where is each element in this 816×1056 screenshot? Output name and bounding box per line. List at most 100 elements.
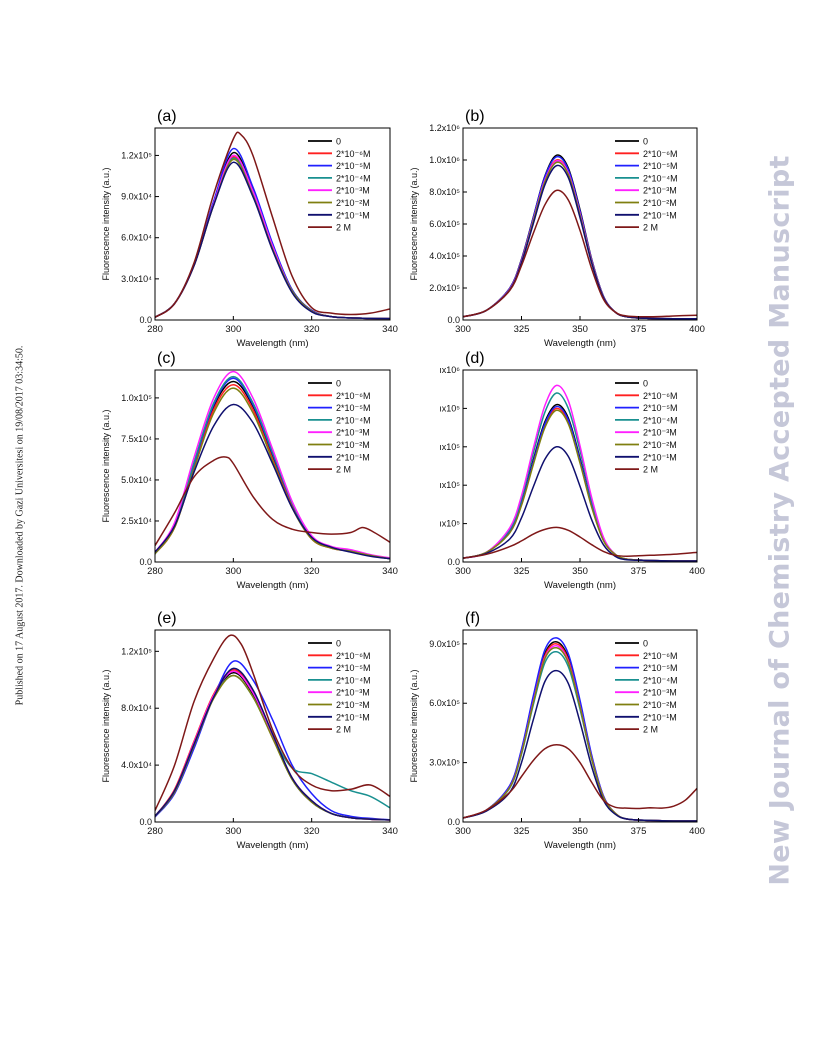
series-line-2-10-1M bbox=[463, 669, 697, 822]
series-line-2-10-3M bbox=[155, 370, 390, 559]
legend: 0 2*10⁻⁶M 2*10⁻⁵M 2*10⁻⁴M 2*10⁻³M 2*10⁻²M 2*10… bbox=[308, 639, 371, 735]
legend: 0 2*10⁻⁶M 2*10⁻⁵M 2*10⁻⁴M 2*10⁻³M 2*10⁻²M 2*10… bbox=[308, 137, 371, 233]
legend-entry: 0 bbox=[643, 639, 648, 649]
legend-entry: 2*10⁻⁵M bbox=[336, 663, 371, 673]
legend-entry: 2*10⁻⁴M bbox=[336, 675, 371, 685]
legend-entry: 2*10⁻³M bbox=[643, 688, 677, 698]
legend-entry: 0 bbox=[336, 137, 341, 147]
x-tick-label: 280 bbox=[147, 826, 163, 837]
x-tick-label: 340 bbox=[382, 324, 398, 335]
legend-entry: 2*10⁻⁵M bbox=[643, 663, 678, 673]
plot-frame bbox=[154, 629, 391, 823]
legend-entry: 2*10⁻³M bbox=[643, 428, 677, 438]
y-axis-label: Fluorescence intensity (a.u.) bbox=[101, 409, 111, 522]
x-tick-label: 280 bbox=[147, 324, 163, 335]
legend-entry: 2 M bbox=[336, 725, 351, 735]
series-line-2-10-2M bbox=[463, 646, 697, 822]
legend-entry: 2*10⁻⁴M bbox=[336, 415, 371, 425]
y-tick-label: 2.5x10⁴ bbox=[121, 516, 152, 526]
y-tick-label: 6.0x10⁵ bbox=[429, 219, 460, 229]
panel-label: (a) bbox=[157, 108, 177, 125]
x-tick-label: 325 bbox=[514, 566, 530, 577]
legend-entry: 2 M bbox=[336, 465, 351, 475]
legend-entry: 2*10⁻²M bbox=[643, 440, 677, 450]
panel-label: (b) bbox=[465, 108, 485, 125]
legend-entry: 2*10⁻¹M bbox=[643, 712, 677, 722]
legend-entry: 0 bbox=[643, 379, 648, 389]
legend-entry: 2*10⁻⁴M bbox=[643, 173, 678, 183]
series-line-2-10-1M bbox=[155, 403, 390, 560]
legend-entry: 2*10⁻¹M bbox=[643, 452, 677, 462]
legend-entry: 2*10⁻¹M bbox=[643, 210, 677, 220]
y-tick-label: 3.0x10⁵ bbox=[429, 758, 460, 768]
series-line-2-M bbox=[463, 189, 697, 318]
legend-entry: 2*10⁻⁶M bbox=[643, 149, 677, 159]
series-line-2-10-2M bbox=[155, 387, 390, 560]
panel-label: (f) bbox=[465, 610, 480, 627]
series-line-2-M bbox=[155, 456, 390, 546]
legend-entry: 2*10⁻⁶M bbox=[643, 651, 677, 661]
legend: 0 2*10⁻⁶M 2*10⁻⁵M 2*10⁻⁴M 2*10⁻³M 2*10⁻²M 2*10… bbox=[308, 379, 371, 475]
y-tick-label: 1.2x10⁵ bbox=[121, 646, 152, 656]
x-axis-label: Wavelength (nm) bbox=[237, 840, 309, 851]
y-tick-label: 1.2x10⁵ bbox=[121, 150, 152, 160]
y-tick-label: 8.0x10⁴ bbox=[121, 703, 152, 713]
x-tick-label: 375 bbox=[631, 324, 647, 335]
series-line-2-10-1M bbox=[463, 446, 697, 562]
legend-entry: 2*10⁻⁴M bbox=[643, 675, 678, 685]
legend-entry: 2*10⁻³M bbox=[336, 186, 370, 196]
y-tick-label: 1.2x10⁶ bbox=[429, 123, 460, 133]
x-axis-label: Wavelength (nm) bbox=[544, 840, 616, 851]
series-line-2-10-6M bbox=[463, 159, 697, 320]
chart-panel-a: 280 300 320 340 0.0 3.0x10⁴ 6.0x10⁴ 9.0x10⁴ 1.2x… bbox=[101, 108, 398, 349]
legend: 0 2*10⁻⁶M 2*10⁻⁵M 2*10⁻⁴M 2*10⁻³M 2*10⁻²M 2*10… bbox=[615, 137, 678, 233]
x-tick-label: 320 bbox=[304, 566, 320, 577]
y-tick-label: 0.0 bbox=[447, 315, 460, 325]
x-tick-label: 320 bbox=[304, 826, 320, 837]
y-tick-label: 0.0 bbox=[139, 817, 152, 827]
series-line-2-M bbox=[463, 526, 697, 559]
panel-label: (e) bbox=[157, 610, 177, 627]
y-tick-label: 2.0x10⁵ bbox=[429, 283, 460, 293]
legend-entry: 2*10⁻³M bbox=[336, 428, 370, 438]
series-group bbox=[155, 131, 390, 320]
legend-entry: 0 bbox=[336, 379, 341, 389]
chart-panel-f: 300 325 350 375 400 0.0 3.0x10⁵ 6.0x10⁵ 9.0x10⁵ W… bbox=[409, 610, 705, 851]
y-tick-label: ıx10⁵ bbox=[439, 480, 460, 490]
x-tick-label: 400 bbox=[689, 826, 705, 837]
series-line-2-10-4M bbox=[155, 375, 390, 560]
chart-panel-e: 280 300 320 340 0.0 4.0x10⁴ 8.0x10⁴ 1.2x10⁵ Wave… bbox=[101, 610, 398, 851]
series-line-2-10-1M bbox=[155, 161, 390, 320]
legend-entry: 2*10⁻¹M bbox=[336, 452, 370, 462]
x-tick-label: 300 bbox=[225, 324, 241, 335]
series-line-2-10-1M bbox=[155, 667, 390, 821]
legend: 0 2*10⁻⁶M 2*10⁻⁵M 2*10⁻⁴M 2*10⁻³M 2*10⁻²M 2*10… bbox=[615, 379, 678, 475]
x-tick-label: 400 bbox=[689, 324, 705, 335]
y-tick-label: ıx10⁵ bbox=[439, 442, 460, 452]
y-tick-label: ıx10⁵ bbox=[439, 403, 460, 413]
y-tick-label: 9.0x10⁵ bbox=[429, 639, 460, 649]
series-group bbox=[463, 384, 697, 562]
series-line-2-M bbox=[155, 634, 390, 811]
y-tick-label: 7.5x10⁴ bbox=[121, 434, 152, 444]
y-tick-label: 1.0x10⁵ bbox=[121, 393, 152, 403]
x-tick-label: 320 bbox=[304, 324, 320, 335]
series-group bbox=[155, 370, 390, 560]
series-line-2-M bbox=[155, 131, 390, 318]
panel-label: (d) bbox=[465, 350, 485, 367]
legend-entry: 2*10⁻¹M bbox=[336, 210, 370, 220]
y-tick-label: 9.0x10⁴ bbox=[121, 192, 152, 202]
legend-entry: 2*10⁻¹M bbox=[336, 712, 370, 722]
x-tick-label: 375 bbox=[631, 566, 647, 577]
legend-entry: 2*10⁻⁶M bbox=[336, 651, 370, 661]
legend-entry: 2*10⁻⁴M bbox=[643, 415, 678, 425]
x-tick-label: 340 bbox=[382, 566, 398, 577]
y-tick-label: 8.0x10⁵ bbox=[429, 187, 460, 197]
legend-entry: 2*10⁻⁵M bbox=[336, 161, 371, 171]
legend-entry: 0 bbox=[336, 639, 341, 649]
x-tick-label: 400 bbox=[689, 566, 705, 577]
y-axis-label: Fluorescence intensity (a.u.) bbox=[101, 167, 111, 280]
legend-entry: 2 M bbox=[643, 223, 658, 233]
y-tick-label: 6.0x10⁵ bbox=[429, 698, 460, 708]
